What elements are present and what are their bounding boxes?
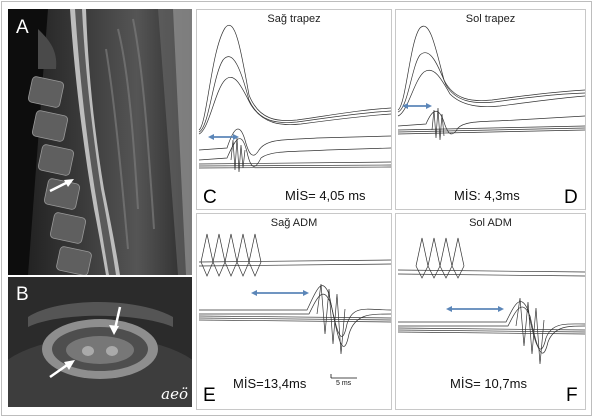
panel-d-label: D: [564, 187, 578, 208]
mri-axial-image: [8, 277, 192, 407]
emg-trace-f: [397, 237, 585, 365]
emg-trace-d: [397, 25, 585, 141]
scale-label: 5 ms: [336, 380, 352, 387]
panel-f-title: Sol ADM: [469, 217, 512, 229]
author-signature: aeö: [161, 385, 188, 403]
panel-f-latency: MİS= 10,7ms: [450, 376, 527, 391]
panel-d-trace: Sol trapez MİS: 4,3ms D: [395, 9, 586, 210]
emg-trace-e: [198, 233, 391, 379]
arrow-icon: [109, 306, 122, 335]
panel-c-trace: Sağ trapez MİS= 4,05 ms C: [196, 9, 392, 210]
emg-trace-c: [198, 25, 391, 173]
panel-f-label: F: [566, 385, 578, 406]
panel-e-title: Sağ ADM: [270, 217, 318, 229]
panel-a-label: A: [16, 17, 29, 38]
panel-e-trace: Sağ ADM 5 ms MİS=13,4ms E: [196, 213, 392, 410]
mri-sagittal-image: [8, 9, 192, 275]
panel-d-latency: MİS: 4,3ms: [454, 188, 520, 203]
panel-c-title: Sağ trapez: [267, 13, 321, 25]
panel-b-label: B: [16, 284, 29, 305]
panel-f-trace: Sol ADM MİS= 10,7ms F: [395, 213, 586, 410]
arrow-icon: [49, 179, 74, 193]
panel-d-title: Sol trapez: [465, 13, 516, 25]
panel-b-mri-axial: B aeö: [8, 277, 192, 407]
panel-a-mri-sagittal: A: [8, 9, 192, 275]
panel-e-label: E: [203, 385, 216, 406]
panel-e-latency: MİS=13,4ms: [233, 376, 307, 391]
panel-c-label: C: [203, 187, 217, 208]
arrow-icon: [49, 360, 75, 379]
panel-c-latency: MİS= 4,05 ms: [285, 188, 366, 203]
